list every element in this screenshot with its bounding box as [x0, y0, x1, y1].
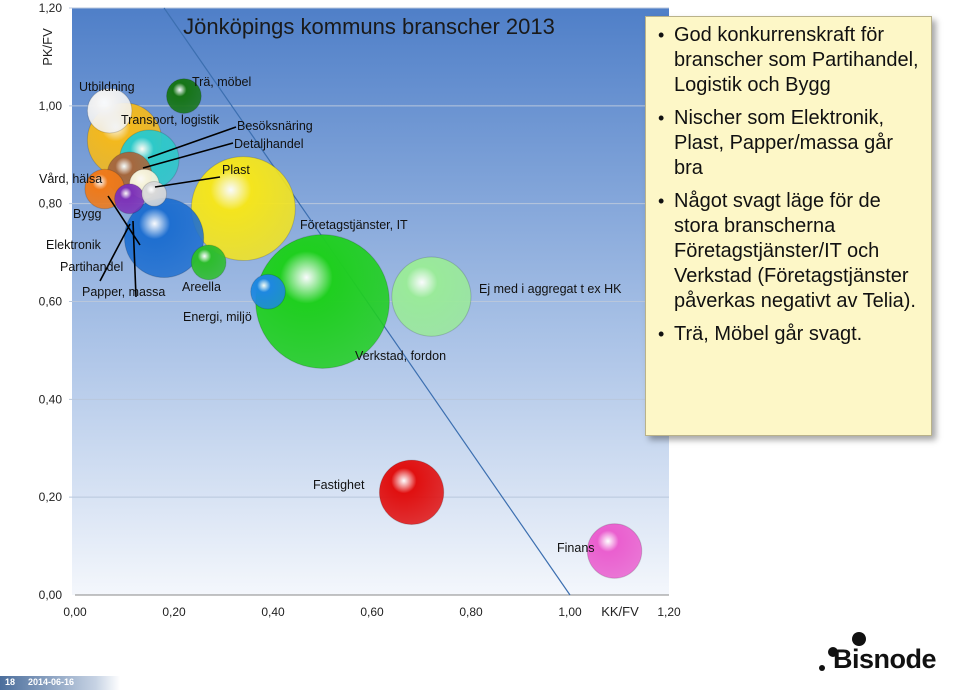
x-tick-label: 0,00	[63, 605, 87, 619]
category-label: Fastighet	[313, 478, 365, 492]
x-tick-label: 0,80	[459, 605, 483, 619]
category-label: Trä, möbel	[192, 75, 251, 89]
y-axis-label: PK/FV	[40, 28, 55, 66]
category-label: Areella	[182, 280, 221, 294]
category-label: Transport, logistik	[121, 113, 220, 127]
x-axis-label: KK/FV	[601, 604, 639, 619]
y-tick-label: 0,80	[39, 197, 63, 211]
y-tick-label: 0,60	[39, 295, 63, 309]
pointer-line	[142, 142, 234, 169]
commentary-bullet: Trä, Möbel går svagt.	[658, 322, 923, 347]
category-label: Vård, hälsa	[39, 172, 102, 186]
y-tick-label: 0,20	[39, 490, 63, 504]
category-label: Utbildning	[79, 80, 135, 94]
footer-bar	[0, 676, 120, 690]
pointer-line	[147, 126, 237, 159]
pointer-line	[132, 220, 137, 298]
bisnode-logo-text: Bisnode	[833, 644, 937, 674]
pointer-line	[99, 223, 131, 282]
x-tick-label: 1,00	[558, 605, 582, 619]
bubble: Ej med i aggregat t ex HK	[391, 256, 472, 337]
y-tick-label: 1,00	[39, 99, 63, 113]
page-number: 18	[5, 677, 16, 687]
commentary-bullet: Något svagt läge för de stora branschern…	[658, 189, 923, 314]
category-label: Detaljhandel	[234, 137, 304, 151]
commentary-bullet: God konkurrenskraft för branscher som Pa…	[658, 23, 923, 98]
bubble: Industri	[190, 156, 296, 262]
bubble: Bygg	[114, 183, 145, 215]
commentary-box: God konkurrenskraft för branscher som Pa…	[645, 16, 932, 436]
bubble: Trä, möbel	[166, 78, 202, 114]
category-label: Bygg	[73, 207, 102, 221]
x-tick-label: 0,40	[261, 605, 285, 619]
x-tick-label: 1,20	[657, 605, 681, 619]
pointer-line	[107, 195, 141, 246]
y-tick-label: 0,40	[39, 392, 63, 406]
bubble: Finans	[586, 523, 643, 579]
x-tick-label: 0,60	[360, 605, 384, 619]
category-label: Verkstad, fordon	[355, 349, 446, 363]
y-tick-label: 0,00	[39, 588, 63, 602]
footer-date: 2014-06-16	[28, 677, 75, 687]
x-tick-label: 0,20	[162, 605, 186, 619]
category-label: Elektronik	[46, 238, 102, 252]
category-label: Partihandel	[60, 260, 123, 274]
category-label: Finans	[557, 541, 595, 555]
category-label: Besöksnäring	[237, 119, 313, 133]
commentary-bullet: Nischer som Elektronik, Plast, Papper/ma…	[658, 106, 923, 181]
category-label: Ej med i aggregat t ex HK	[479, 282, 622, 296]
chart-title: Jönköpings kommuns branscher 2013	[183, 14, 555, 39]
bubble: Energi, miljö	[250, 273, 286, 310]
category-label: Energi, miljö	[183, 310, 252, 324]
bubble: Utbildning	[86, 87, 133, 134]
y-tick-label: 1,20	[39, 1, 63, 15]
category-label: Plast	[222, 163, 250, 177]
category-label: Papper, massa	[82, 285, 165, 299]
bisnode-logo-mark	[819, 632, 866, 671]
category-label: Företagstjänster, IT	[300, 218, 408, 232]
bubble: Papper, massa	[141, 181, 168, 207]
pointer-line	[154, 176, 221, 188]
commentary-list: God konkurrenskraft för branscher som Pa…	[656, 23, 923, 347]
bubble: Fastighet	[378, 459, 445, 525]
bubble: Areella	[190, 244, 227, 281]
